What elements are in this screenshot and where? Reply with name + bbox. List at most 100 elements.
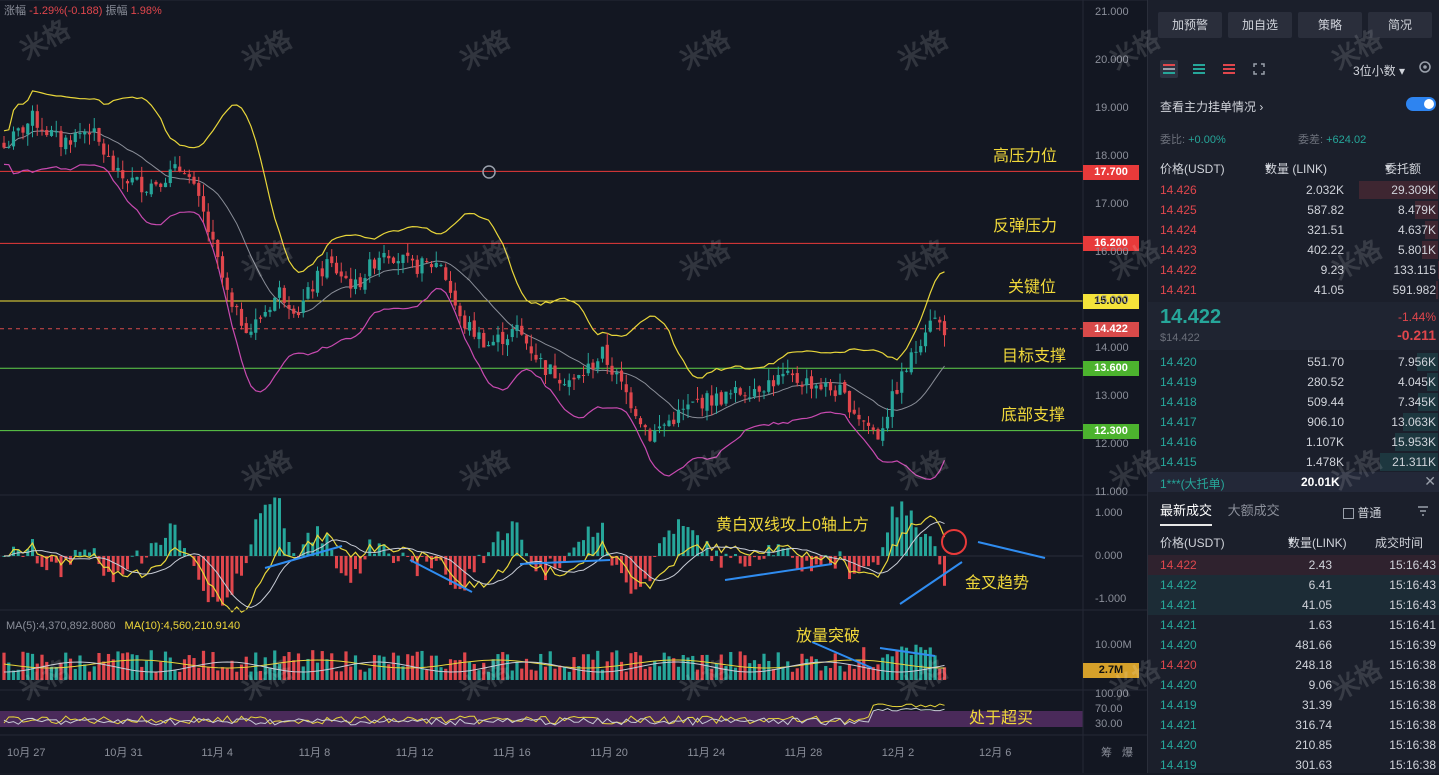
macd-hist-bar xyxy=(140,556,143,564)
date-axis-label: 11月 24 xyxy=(687,744,725,760)
macd-hist-bar xyxy=(150,543,153,556)
settings-icon[interactable] xyxy=(1418,60,1432,74)
filter-icon[interactable] xyxy=(1416,504,1430,518)
candle-body xyxy=(796,373,799,383)
volume-bar xyxy=(178,672,181,680)
ob-qty: 906.10 xyxy=(1307,415,1344,429)
candle-body xyxy=(800,385,803,387)
candle-body xyxy=(102,143,105,154)
macd-hist-bar xyxy=(644,556,647,579)
tab-large-trades[interactable]: 大额成交 xyxy=(1228,503,1280,518)
date-axis-label: 11月 8 xyxy=(299,744,331,760)
volume-bar xyxy=(477,670,480,680)
candle-body xyxy=(292,309,295,314)
candle-body xyxy=(302,300,305,312)
volume-bar xyxy=(259,671,262,680)
date-axis-label: 11月 4 xyxy=(201,744,233,760)
candle-body xyxy=(753,389,756,396)
volume-bar xyxy=(183,659,186,680)
candle-body xyxy=(829,382,832,390)
trade-price: 14.422 xyxy=(1160,578,1197,592)
macd-hist-bar xyxy=(929,536,932,556)
tab-latest-trades[interactable]: 最新成交 xyxy=(1160,503,1212,526)
ob-price: 14.420 xyxy=(1160,355,1197,369)
volume-bar xyxy=(601,670,604,680)
decimals-select[interactable]: 3位小数 ▾ xyxy=(1353,62,1405,79)
depth-toggle[interactable] xyxy=(1406,97,1436,111)
macd-hist-bar xyxy=(387,554,390,556)
volume-bar xyxy=(895,650,898,680)
candle-body xyxy=(701,398,704,409)
volume-bar xyxy=(368,668,371,680)
commission-ratio: 委比: +0.00% xyxy=(1160,131,1226,147)
chart-area[interactable]: 涨幅 -1.29%(-0.188) 振幅 1.98% 高压力位 反弹压力 关键位… xyxy=(0,0,1147,773)
volume-bar xyxy=(648,667,651,680)
expand-icon[interactable] xyxy=(1250,60,1268,78)
ob-price: 14.416 xyxy=(1160,435,1197,449)
candle-body xyxy=(321,268,324,276)
kline-chart[interactable] xyxy=(0,0,1147,773)
candle-body xyxy=(639,418,642,424)
volume-bar xyxy=(145,661,148,680)
volume-bar xyxy=(515,662,518,680)
macd-hist-bar xyxy=(235,556,238,574)
commission-diff: 委差: +624.02 xyxy=(1298,131,1366,147)
volume-bar xyxy=(226,669,229,680)
volume-bar xyxy=(378,655,381,680)
ob-price: 14.419 xyxy=(1160,375,1197,389)
ob-header-qty[interactable]: 数量 (LINK) ▾ xyxy=(1265,160,1271,174)
macd-hist-bar xyxy=(867,556,870,566)
macd-hist-bar xyxy=(41,556,44,567)
trade-tabs: 最新成交 大额成交 xyxy=(1160,500,1280,519)
candle-body xyxy=(316,271,319,293)
bids-only-icon[interactable] xyxy=(1190,60,1208,78)
candle-body xyxy=(12,131,15,146)
big-order-row[interactable]: 1***(大托单) 20.01K ✕ xyxy=(1148,472,1439,492)
macd-hist-bar xyxy=(22,556,25,557)
strategy-button[interactable]: 策略 xyxy=(1298,12,1362,38)
overview-button[interactable]: 简况 xyxy=(1368,12,1432,38)
macd-hist-bar xyxy=(577,542,580,556)
macd-hist-bar xyxy=(687,527,690,556)
volume-bar xyxy=(682,655,685,680)
add-alert-button[interactable]: 加预警 xyxy=(1158,12,1222,38)
add-watchlist-button[interactable]: 加自选 xyxy=(1228,12,1292,38)
volume-bar xyxy=(107,654,110,680)
macd-hist-bar xyxy=(938,556,941,564)
trend-arrow xyxy=(900,562,962,604)
volume-bar xyxy=(97,653,100,680)
close-icon[interactable]: ✕ xyxy=(1424,473,1436,490)
both-sides-icon[interactable] xyxy=(1160,60,1178,78)
ob-price: 14.426 xyxy=(1160,183,1197,197)
macd-hist-bar xyxy=(691,530,694,556)
normal-checkbox[interactable] xyxy=(1343,508,1354,519)
macd-hist-bar xyxy=(349,556,352,583)
depth-link[interactable]: 查看主力挂单情况 › xyxy=(1160,98,1263,115)
ob-header-amount[interactable]: 委托额 ▾ xyxy=(1385,160,1391,174)
volume-bar xyxy=(430,656,433,680)
macd-hist-bar xyxy=(364,556,367,559)
normal-filter[interactable]: 普通 xyxy=(1343,504,1381,521)
macd-hist-bar xyxy=(468,556,471,569)
candle-body xyxy=(625,384,628,392)
candle-body xyxy=(853,410,856,414)
trades-header-qty[interactable]: 数量(LINK) ▾ xyxy=(1288,534,1294,548)
volume-bar xyxy=(287,652,290,680)
asks-only-icon[interactable] xyxy=(1220,60,1238,78)
mid-change: -0.211 xyxy=(1397,327,1436,343)
ob-qty: 402.22 xyxy=(1307,243,1344,257)
volume-bar xyxy=(805,659,808,680)
